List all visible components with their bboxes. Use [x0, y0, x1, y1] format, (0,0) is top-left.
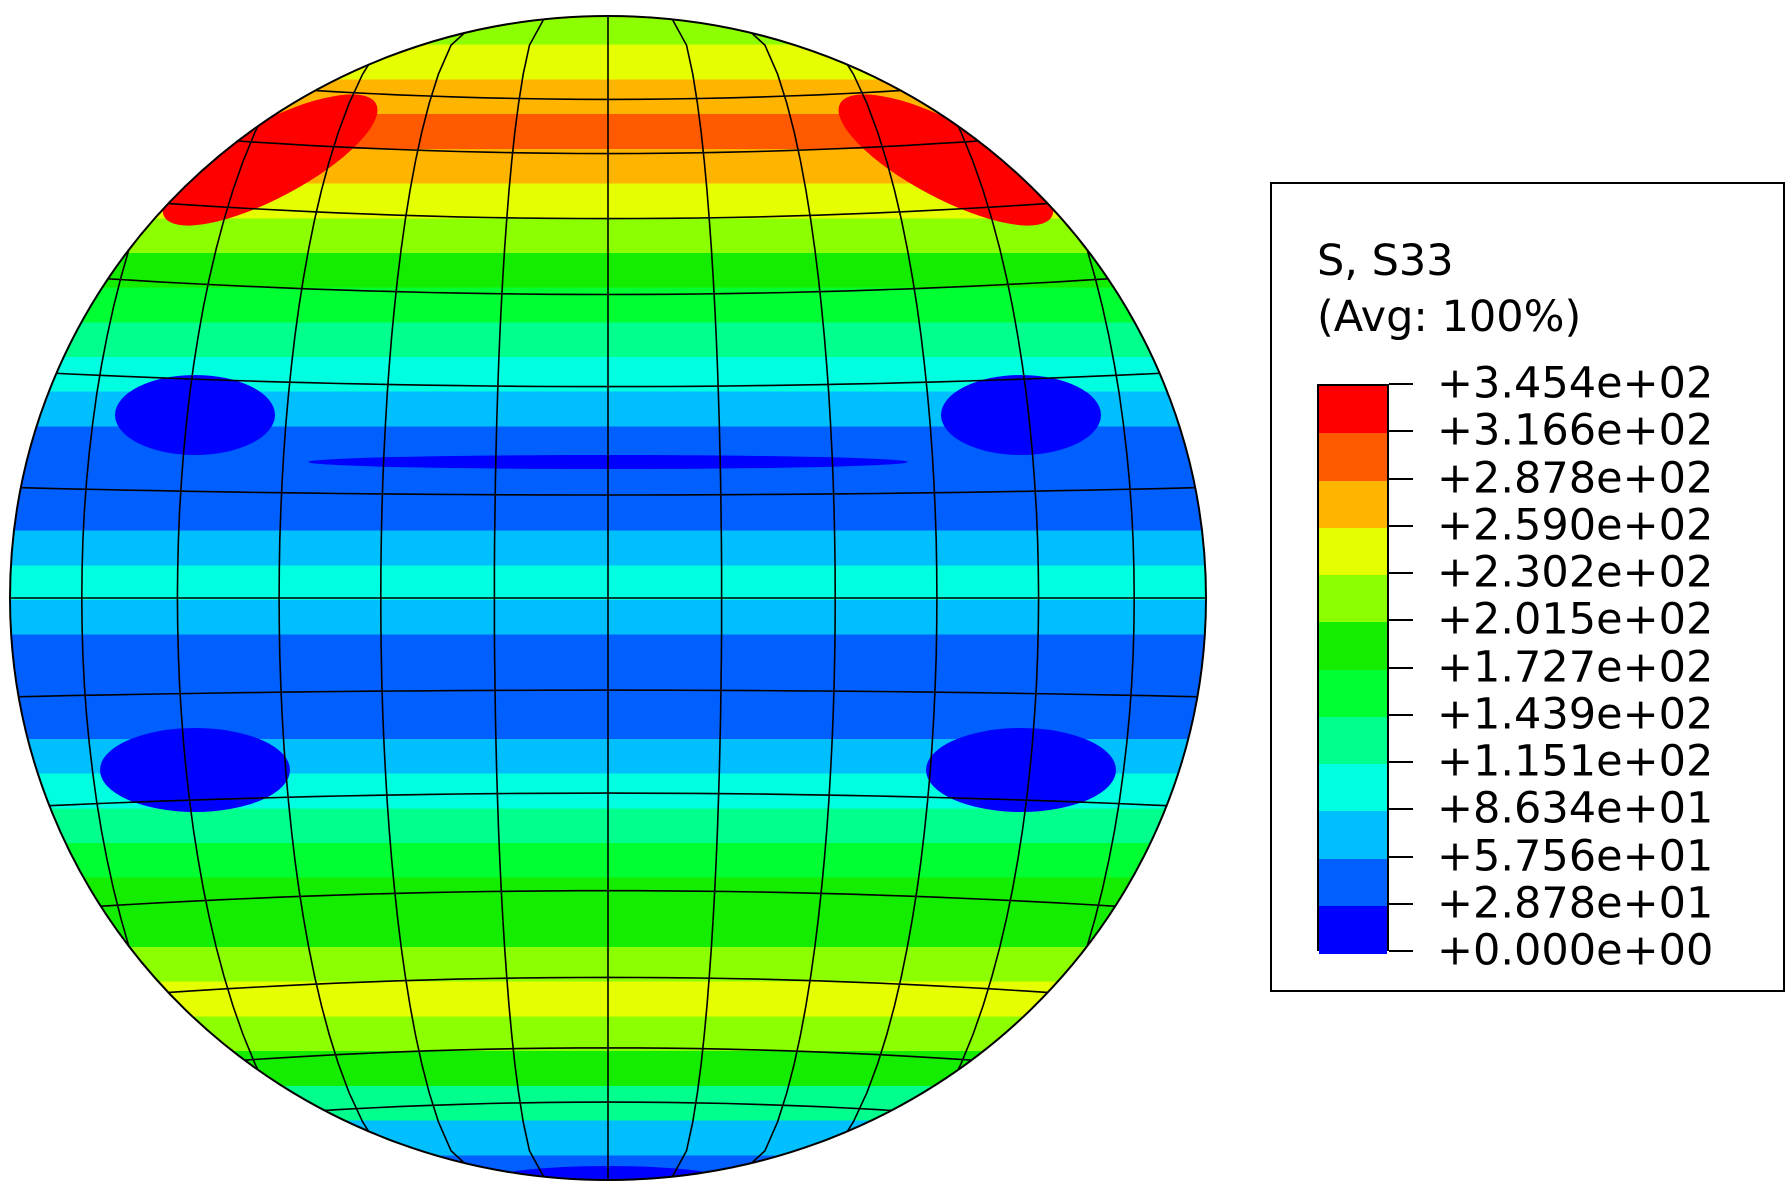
legend-swatch [1319, 480, 1387, 529]
mesh-line-horizontal [10, 976, 1206, 1007]
hot-spot [838, 94, 1054, 226]
legend-swatch [1319, 764, 1387, 813]
legend-tick-label: +2.590e+02 [1437, 500, 1714, 551]
hot-spot [162, 94, 378, 226]
legend-tick [1389, 713, 1413, 716]
legend-tick-label: +2.015e+02 [1437, 594, 1714, 645]
legend-tick-label: +1.727e+02 [1437, 642, 1714, 692]
legend-tick [1389, 666, 1413, 669]
cold-spot [941, 375, 1101, 455]
disk-outline [9, 15, 1207, 1181]
legend-tick-label: +2.878e+01 [1437, 878, 1714, 929]
legend-tick [1389, 383, 1413, 385]
legend-swatch [1319, 386, 1387, 435]
mesh-line-horizontal [10, 370, 1206, 388]
legend-tick [1389, 477, 1413, 480]
legend-subtitle: (Avg: 100%) [1317, 292, 1582, 342]
legend-tick-label: +3.454e+02 [1437, 358, 1714, 409]
cold-spot [488, 1166, 728, 1180]
legend-box: S, S33 (Avg: 100%) +3.454e+02 +3.166e+02 +… [1270, 182, 1785, 992]
legend-swatch [1319, 858, 1387, 907]
legend-swatch [1319, 716, 1387, 765]
legend-tick [1389, 950, 1413, 952]
legend-tick-label: +1.151e+02 [1437, 736, 1714, 787]
legend-tick [1389, 902, 1413, 905]
legend-tick-label: +5.756e+01 [1437, 831, 1714, 881]
legend-tick [1389, 761, 1413, 763]
legend-color-bar [1317, 384, 1389, 954]
legend-tick [1389, 430, 1413, 433]
cold-spot [100, 728, 290, 812]
legend-swatch [1319, 811, 1387, 860]
mesh-line-horizontal [10, 792, 1206, 809]
legend-tick [1389, 619, 1413, 622]
legend-swatch [1319, 575, 1387, 624]
legend-tick-label: +2.878e+02 [1437, 453, 1714, 503]
legend-tick-label: +3.166e+02 [1437, 405, 1714, 456]
legend-tick-label: +2.302e+02 [1437, 547, 1714, 598]
legend-tick-label: +0.000e+00 [1437, 925, 1714, 976]
legend-swatch [1319, 433, 1387, 482]
mesh-line-horizontal [10, 889, 1206, 914]
legend-swatch [1319, 905, 1387, 954]
cold-spot [115, 375, 275, 455]
legend-tick [1389, 524, 1413, 527]
legend-tick-label: +8.634e+01 [1437, 783, 1714, 834]
legend-swatch [1319, 669, 1387, 718]
mesh-line-horizontal [10, 271, 1206, 296]
legend-title: S, S33 [1317, 236, 1454, 286]
legend-tick [1389, 855, 1413, 858]
stress-contour-plot [9, 15, 1207, 1181]
mesh-line-horizontal [10, 486, 1206, 496]
mesh-line-horizontal [10, 689, 1206, 698]
legend-swatch [1319, 622, 1387, 671]
legend-swatch [1319, 527, 1387, 576]
cold-spot [926, 728, 1116, 812]
legend-tick-label: +1.439e+02 [1437, 689, 1714, 740]
legend-tick [1389, 808, 1413, 811]
legend-tick [1389, 572, 1413, 574]
mesh-line-horizontal [10, 189, 1206, 220]
